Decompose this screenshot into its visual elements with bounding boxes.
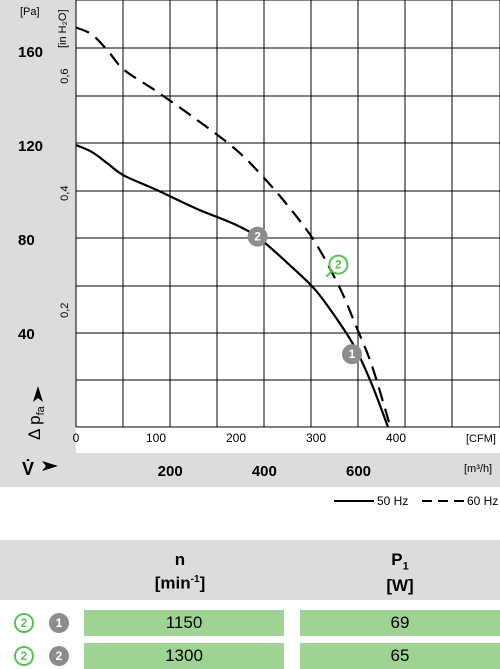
y-axis-title: Δ pfa [25, 386, 47, 440]
cfm-tick-label: 100 [146, 431, 166, 445]
header-power: P1 [W] [300, 550, 500, 596]
cfm-tick-label: 0 [73, 431, 80, 445]
marker-label: 1 [349, 347, 356, 361]
pa-tick-label: 160 [18, 44, 43, 61]
marker-circle [342, 344, 362, 365]
curve-60hz [75, 26, 392, 428]
inh2o-tick-labels: 0,2 0,4 0,6 [59, 68, 71, 317]
marker-badge-green: 2 [14, 613, 34, 633]
operating-point-marker: 1 [342, 344, 362, 365]
speed-cell: 1150 [84, 610, 284, 636]
table-row: 2 2 1300 65 [0, 643, 500, 669]
left-axis-band [0, 0, 76, 487]
x-axis-arrow [42, 461, 58, 471]
cfm-tick-label: 400 [386, 431, 406, 445]
marker-badge-green: 2 [14, 646, 34, 666]
header-speed-unit: [min-1] [154, 573, 206, 593]
header-speed-symbol: n [174, 550, 186, 569]
legend-label-60hz: 60 Hz [467, 494, 498, 508]
operating-point-markers: 2 2 1 [247, 226, 362, 365]
marker-label: 2 [335, 258, 342, 272]
cfm-unit-label: [CFM] [466, 433, 496, 445]
marker-circle [328, 254, 349, 275]
cfm-tick-label: 200 [226, 431, 246, 445]
operating-point-marker: 2 [247, 226, 268, 247]
legend-label-50hz: 50 Hz [377, 494, 408, 508]
pa-tick-label: 120 [18, 138, 43, 155]
operating-point-marker: 2 [325, 254, 349, 278]
bottom-axis-band [0, 453, 500, 487]
m3h-tick-labels: 200 400 600 [158, 463, 371, 480]
inh2o-tick-label: 0,4 [59, 186, 71, 201]
legend: 50 Hz 60 Hz [334, 494, 498, 508]
marker-label: 2 [254, 230, 261, 244]
inh2o-tick-label: 0,6 [59, 68, 71, 83]
plot-area [76, 0, 500, 427]
m3h-tick-label: 200 [158, 463, 183, 480]
pa-tick-label: 80 [18, 232, 35, 249]
power-cell: 65 [300, 643, 500, 669]
pa-tick-label: 40 [18, 326, 35, 343]
inh2o-unit-label: [in H₂O] [57, 10, 69, 49]
cfm-tick-label: 300 [306, 431, 326, 445]
header-power-symbol: P1 [391, 550, 409, 573]
pa-unit-label: [Pa] [20, 6, 40, 18]
m3h-tick-label: 600 [346, 463, 371, 480]
table-row: 2 1 1150 69 [0, 610, 500, 636]
pa-tick-labels: 40 80 120 160 [18, 44, 43, 343]
power-cell: 69 [300, 610, 500, 636]
y-axis-label: Δ pfa [25, 405, 47, 440]
marker-circle [247, 226, 268, 247]
marker-badge-grey: 2 [49, 646, 69, 666]
m3h-unit-label: [m³/h] [464, 463, 492, 475]
marker-badge-grey: 1 [49, 613, 69, 633]
grid-lines [75, 0, 500, 428]
header-speed: n [min-1] [80, 550, 280, 594]
y-axis-arrow [33, 386, 43, 402]
cfm-tick-labels: 0 100 200 300 400 [73, 431, 407, 445]
m3h-tick-label: 400 [252, 463, 277, 480]
x-axis-label: V̇ [22, 458, 34, 479]
header-power-unit: [W] [386, 576, 414, 596]
speed-cell: 1300 [84, 643, 284, 669]
table-header: n [min-1] P1 [W] [0, 540, 500, 600]
inh2o-tick-label: 0,2 [59, 303, 71, 318]
